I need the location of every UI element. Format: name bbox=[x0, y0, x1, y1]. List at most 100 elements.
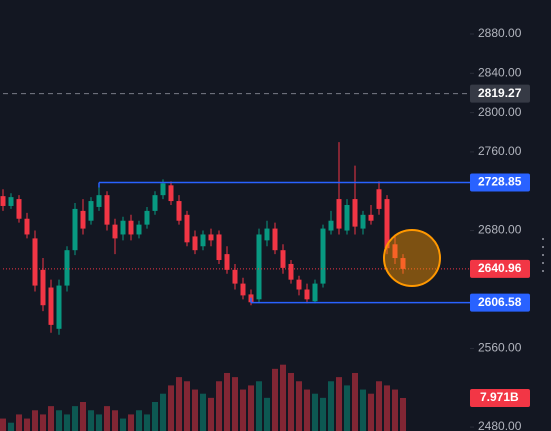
candle-body bbox=[208, 234, 214, 241]
volume-bar bbox=[248, 385, 254, 431]
volume-bar bbox=[136, 410, 142, 431]
volume-bar bbox=[56, 410, 62, 431]
volume-bar bbox=[128, 414, 134, 431]
candle-body bbox=[376, 189, 382, 209]
y-tick-label: 2800.00 bbox=[478, 105, 522, 119]
candle-body bbox=[176, 201, 182, 221]
volume-bar bbox=[328, 381, 334, 431]
candle-body bbox=[24, 218, 30, 235]
volume-bar bbox=[216, 381, 222, 431]
volume-bar bbox=[24, 418, 30, 431]
candle-body bbox=[128, 220, 134, 235]
volume-bar bbox=[8, 422, 14, 431]
candle-body bbox=[224, 254, 230, 270]
volume-bar bbox=[280, 364, 286, 431]
y-tick-label: 2760.00 bbox=[478, 144, 522, 158]
candle-body bbox=[280, 250, 286, 268]
candle-body bbox=[304, 289, 310, 300]
volume-bar bbox=[176, 377, 182, 431]
candle-body bbox=[344, 204, 350, 231]
candle-body bbox=[88, 201, 94, 221]
candle-body bbox=[136, 224, 142, 235]
volume-bar bbox=[16, 414, 22, 431]
volume-bar bbox=[0, 418, 6, 431]
volume-bar bbox=[320, 397, 326, 431]
highlight-circle bbox=[383, 229, 441, 287]
volume-bar bbox=[96, 414, 102, 431]
candle-body bbox=[264, 228, 270, 241]
scroll-handle[interactable] bbox=[542, 238, 544, 272]
volume-bar bbox=[256, 381, 262, 431]
volume-bar bbox=[48, 406, 54, 431]
volume-bar bbox=[336, 377, 342, 431]
candle-body bbox=[80, 210, 86, 229]
volume-bar bbox=[32, 410, 38, 431]
volume-bar bbox=[112, 410, 118, 431]
y-tick-label: 2560.00 bbox=[478, 341, 522, 355]
candle-body bbox=[216, 234, 222, 261]
volume-bar bbox=[312, 393, 318, 431]
price-label-box bbox=[470, 293, 530, 312]
candle-body bbox=[256, 234, 262, 300]
price-label-box bbox=[470, 173, 530, 192]
volume-bar bbox=[160, 393, 166, 431]
candle-body bbox=[32, 238, 38, 286]
volume-bar bbox=[88, 410, 94, 431]
volume-bar bbox=[64, 414, 70, 431]
candle-body bbox=[144, 210, 150, 225]
candle-body bbox=[40, 269, 46, 306]
candle-body bbox=[64, 250, 70, 286]
candle-body bbox=[336, 199, 342, 229]
candle-body bbox=[200, 234, 206, 247]
candle-body bbox=[152, 195, 158, 211]
y-tick-label: 2840.00 bbox=[478, 65, 522, 79]
candle-body bbox=[272, 228, 278, 251]
price-label: 2819.27 bbox=[478, 86, 522, 100]
volume-bar bbox=[208, 397, 214, 431]
volume-bar bbox=[240, 389, 246, 431]
volume-bar bbox=[104, 406, 110, 431]
volume-bar bbox=[392, 389, 398, 431]
candle-body bbox=[184, 214, 190, 243]
price-label: 2606.58 bbox=[478, 295, 522, 309]
volume-bar bbox=[288, 372, 294, 431]
volume-bar bbox=[144, 414, 150, 431]
candle-body bbox=[360, 214, 366, 229]
price-label: 2640.96 bbox=[478, 261, 522, 275]
volume-bar bbox=[376, 381, 382, 431]
volume-bar bbox=[224, 372, 230, 431]
candle-body bbox=[56, 285, 62, 329]
candle-body bbox=[296, 279, 302, 290]
candle-body bbox=[288, 263, 294, 280]
candle-body bbox=[0, 196, 6, 206]
volume-label: 7.971B bbox=[480, 390, 519, 404]
candle-body bbox=[312, 283, 318, 302]
volume-bar bbox=[344, 385, 350, 431]
candle-body bbox=[96, 195, 102, 207]
volume-bar bbox=[272, 368, 278, 431]
candle-body bbox=[392, 244, 398, 259]
y-tick-label: 2880.00 bbox=[478, 26, 522, 40]
candle-body bbox=[104, 195, 110, 225]
volume-bar bbox=[152, 401, 158, 431]
price-label-box bbox=[470, 84, 530, 103]
volume-bar bbox=[352, 372, 358, 431]
volume-bar bbox=[40, 414, 46, 431]
candle-body bbox=[400, 258, 406, 269]
candle-body bbox=[48, 287, 54, 325]
volume-bar bbox=[360, 389, 366, 431]
price-label: 2728.85 bbox=[478, 175, 522, 189]
candle-body bbox=[192, 236, 198, 251]
volume-label-box bbox=[470, 388, 530, 407]
y-tick-label: 2680.00 bbox=[478, 223, 522, 237]
candle-body bbox=[328, 220, 334, 231]
volume-bar bbox=[80, 401, 86, 431]
candle-body bbox=[320, 228, 326, 284]
candle-body bbox=[384, 199, 390, 249]
candle-body bbox=[72, 208, 78, 251]
volume-bar bbox=[368, 393, 374, 431]
volume-bar bbox=[72, 406, 78, 431]
volume-bar bbox=[168, 385, 174, 431]
